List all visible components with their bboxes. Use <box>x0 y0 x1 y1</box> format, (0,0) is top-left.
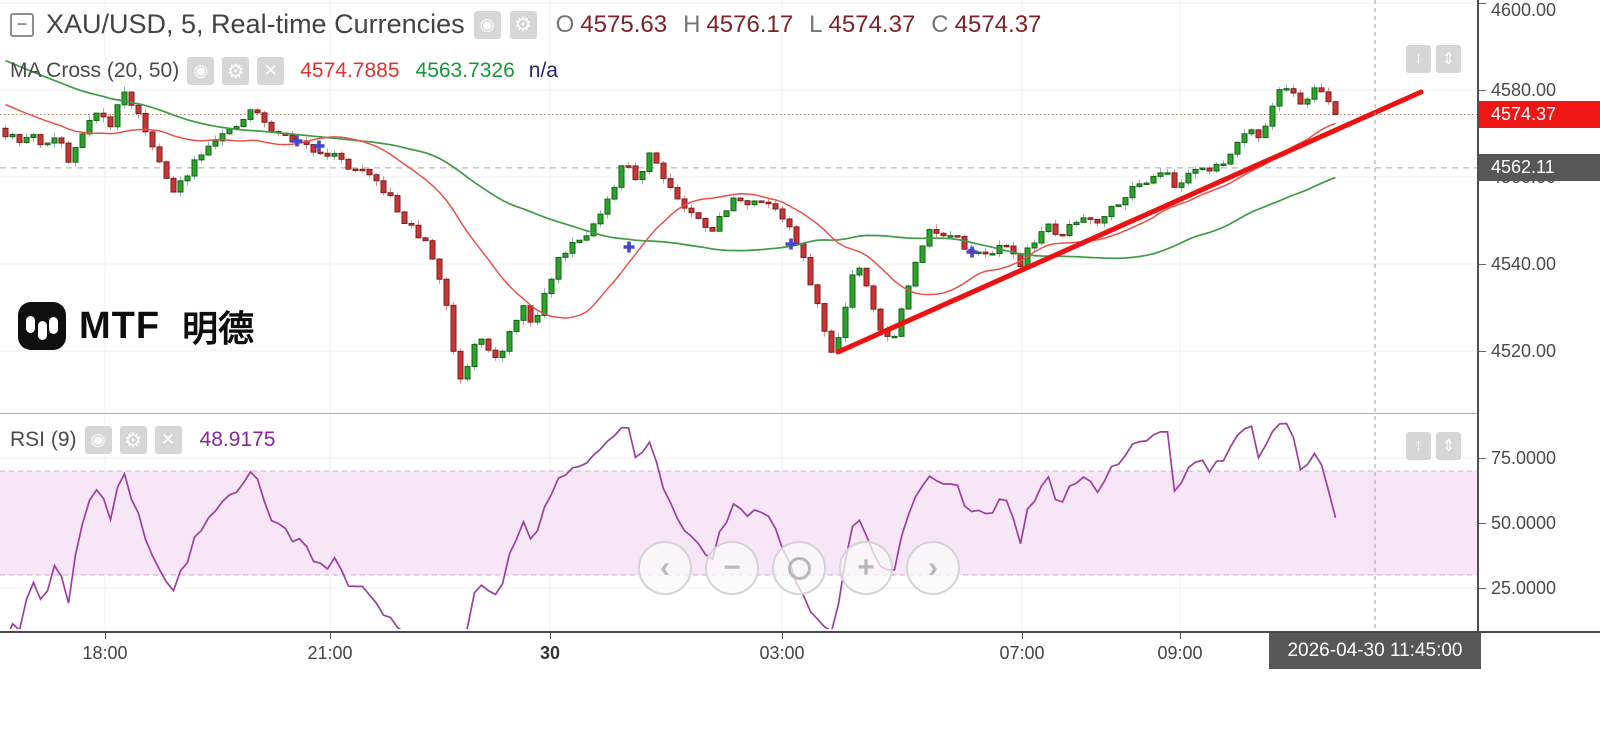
eye-icon[interactable]: ◉ <box>473 10 501 39</box>
chart-nav-buttons: ‹ − + › <box>638 541 960 595</box>
high-label: H <box>683 10 701 38</box>
price-tick-mark <box>1479 89 1486 91</box>
time-tick-mark <box>1022 633 1023 639</box>
brand-watermark: MTF 明德 <box>18 300 254 352</box>
indicator-value-badge: 4562.11 <box>1479 154 1600 182</box>
price-axis[interactable]: 4574.37 4562.11 4600.004580.004560.00454… <box>1479 0 1600 667</box>
ma-cross-marker <box>313 140 325 152</box>
ma-fast-value: 4574.7885 <box>300 59 400 82</box>
close-label: C <box>931 10 949 38</box>
rsi-pane-controls: ↑ ⇕ <box>1406 432 1461 460</box>
low-value: 4574.37 <box>828 10 916 38</box>
ma-cross-marker <box>785 238 797 250</box>
close-icon[interactable]: ✕ <box>257 57 285 85</box>
main-pane-controls: ↓ ⇕ <box>1406 45 1461 73</box>
gear-icon[interactable]: ⚙ <box>509 10 537 39</box>
rsi-title[interactable]: RSI (9) <box>10 428 77 451</box>
time-tick-mark <box>782 633 783 639</box>
rsi-tick-mark <box>1479 587 1486 589</box>
eye-icon[interactable]: ◉ <box>187 57 215 85</box>
high-value: 4576.17 <box>706 10 794 38</box>
rsi-value: 48.9175 <box>199 428 276 451</box>
open-value: 4575.63 <box>580 10 668 38</box>
ma-slow-value: 4563.7326 <box>415 59 515 82</box>
maximize-pane-icon[interactable]: ⇕ <box>1436 45 1461 73</box>
last-price-badge: 4574.37 <box>1479 100 1600 128</box>
rsi-line <box>9 422 1337 629</box>
rsi-tick-mark <box>1479 457 1486 459</box>
collapse-pane-icon[interactable]: – <box>10 12 34 37</box>
trend-line <box>835 89 1424 355</box>
symbol-title[interactable]: XAU/USD, 5, Real-time Currencies <box>46 9 465 39</box>
crosshair-time-badge: 2026-04-30 11:45:00 <box>1269 633 1481 669</box>
rsi-tick-mark <box>1479 522 1486 524</box>
price-tick-mark <box>1479 263 1486 265</box>
time-tick-label: 21:00 <box>307 643 353 663</box>
brand-name: MTF <box>79 304 161 347</box>
candles-layer <box>2 83 1339 385</box>
gear-icon[interactable]: ⚙ <box>119 426 147 454</box>
price-axis-border <box>1477 0 1479 667</box>
move-pane-up-icon[interactable]: ↑ <box>1406 432 1431 460</box>
price-tick-mark <box>1479 350 1486 352</box>
chart-canvas[interactable] <box>0 0 1477 631</box>
close-value: 4574.37 <box>954 10 1042 38</box>
gear-icon[interactable]: ⚙ <box>222 57 250 85</box>
price-tick-label: 4520.00 <box>1491 341 1557 361</box>
scroll-right-button[interactable]: › <box>906 541 960 595</box>
maximize-pane-icon[interactable]: ⇕ <box>1436 432 1461 460</box>
time-tick-label: 09:00 <box>1157 643 1203 663</box>
open-label: O <box>555 10 575 38</box>
time-tick-mark <box>105 633 106 639</box>
reset-zoom-button[interactable] <box>772 541 826 595</box>
ma-cross-header: MA Cross (20, 50) ◉ ⚙ ✕ 4574.7885 4563.7… <box>10 57 558 85</box>
ma-cross-marker <box>291 135 303 147</box>
time-tick-label: 07:00 <box>999 643 1045 663</box>
time-tick-label: 30 <box>539 643 561 663</box>
eye-icon[interactable]: ◉ <box>84 426 112 454</box>
zoom-out-button[interactable]: − <box>705 541 759 595</box>
time-tick-mark <box>330 633 331 639</box>
ma-cross-title[interactable]: MA Cross (20, 50) <box>10 59 180 82</box>
rsi-tick-label: 25.0000 <box>1491 578 1557 598</box>
price-tick-label: 4540.00 <box>1491 254 1557 274</box>
symbol-header: – XAU/USD, 5, Real-time Currencies ◉ ⚙ O… <box>10 9 1051 40</box>
ma-fast-line <box>5 103 1336 319</box>
time-axis[interactable]: 2026-04-30 11:45:00 18:00 21:00 30 03:00 07:… <box>0 631 1600 669</box>
price-tick-label: 4580.00 <box>1491 80 1557 100</box>
zoom-in-button[interactable]: + <box>839 541 893 595</box>
price-tick-mark <box>1479 2 1486 4</box>
reset-zoom-icon <box>787 556 811 580</box>
brand-name-cn: 明德 <box>182 308 255 349</box>
time-tick-mark <box>550 633 551 639</box>
rsi-tick-label: 50.0000 <box>1491 513 1557 533</box>
time-tick-mark <box>1180 633 1181 639</box>
close-icon[interactable]: ✕ <box>154 426 182 454</box>
ohlc-readout: O 4575.63 H 4576.17 L 4574.37 C 4574.37 <box>556 11 1052 39</box>
move-pane-down-icon[interactable]: ↓ <box>1406 45 1431 73</box>
ma-cross-marker <box>966 246 978 258</box>
low-label: L <box>809 10 823 38</box>
scroll-left-button[interactable]: ‹ <box>638 541 692 595</box>
ma-cross-marker <box>623 241 635 253</box>
brand-logo-icon <box>18 302 66 350</box>
ma-slow-line <box>5 59 1336 260</box>
time-tick-label: 03:00 <box>759 643 805 663</box>
price-tick-label: 4600.00 <box>1491 0 1557 20</box>
panel-separator[interactable] <box>0 413 1600 414</box>
ma-na-value: n/a <box>528 59 558 82</box>
rsi-tick-label: 75.0000 <box>1491 448 1557 468</box>
time-tick-label: 18:00 <box>82 643 128 663</box>
rsi-header: RSI (9) ◉ ⚙ ✕ 48.9175 <box>10 426 275 454</box>
